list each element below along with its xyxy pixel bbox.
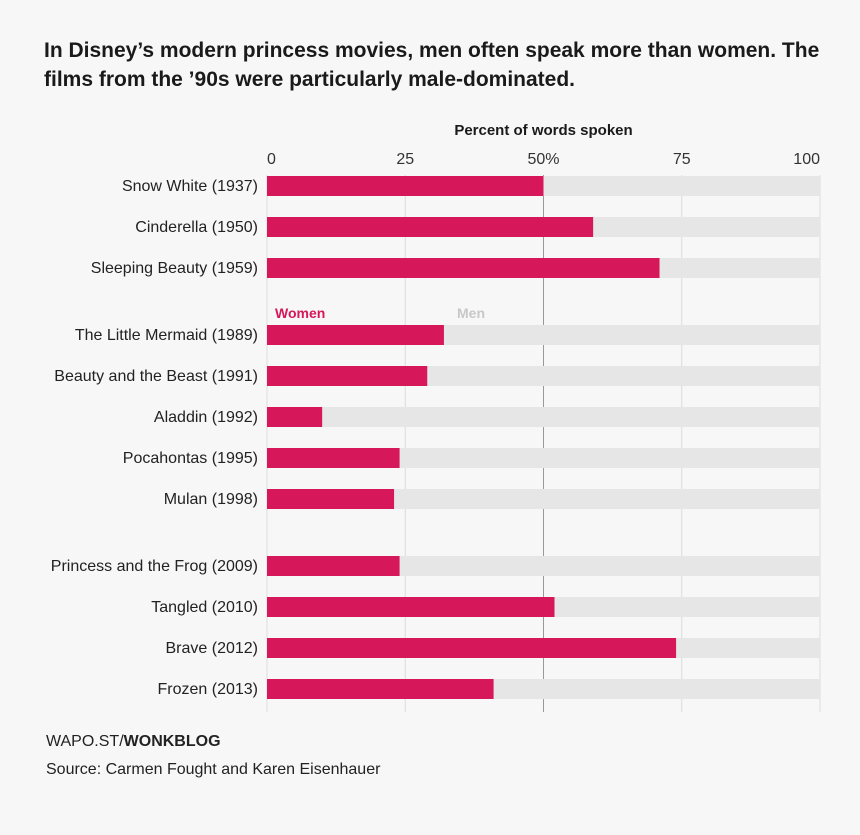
chart-title: In Disney’s modern princess movies, men … [44,39,820,91]
x-tick-label: 0 [267,151,276,168]
bar-men [659,258,820,278]
bar-women [267,489,395,509]
bar-men [493,679,820,699]
bar-women [267,597,555,617]
category-label: Beauty and the Beast (1991) [54,368,258,385]
source-note: Source: Carmen Fought and Karen Eisenhau… [46,761,381,778]
category-label: The Little Mermaid (1989) [75,327,258,344]
bar-chart: Percent of words spoken 0 25 50% 75 100 Snow W… [51,122,821,712]
bar-men [399,448,820,468]
bar-women [267,638,677,658]
x-tick-label: 75 [673,151,691,168]
category-label: Sleeping Beauty (1959) [91,260,258,277]
credit: WAPO.ST/WONKBLOG [46,733,221,751]
category-label: Aladdin (1992) [154,409,258,426]
bar-men [593,217,820,237]
legend-women: Women [275,305,325,321]
bar-men [443,325,820,345]
x-tick-label: 25 [396,151,414,168]
credit-blog: WONKBLOG [123,733,221,750]
x-tick-label: 100 [793,151,820,168]
bar-men [543,176,820,196]
x-tick-label: 50% [527,151,559,168]
credit-prefix: WAPO.ST/ [46,733,124,750]
bar-men [676,638,820,658]
bar-women [267,217,594,237]
bar-women [267,556,400,576]
category-label: Snow White (1937) [122,178,258,195]
bar-men [394,489,820,509]
bar-women [267,366,428,386]
category-label: Tangled (2010) [151,599,258,616]
category-label: Mulan (1998) [164,491,258,508]
bar-women [267,679,494,699]
bar-women [267,258,660,278]
category-label: Brave (2012) [166,640,259,657]
category-label: Cinderella (1950) [135,219,258,236]
x-axis-label: Percent of words spoken [454,122,632,139]
category-label: Frozen (2013) [158,681,259,698]
bar-women [267,325,444,345]
bar-men [554,597,820,617]
category-label: Princess and the Frog (2009) [51,558,258,575]
bar-women [267,407,323,427]
bar-women [267,448,400,468]
legend-men: Men [457,305,485,321]
bar-women [267,176,544,196]
bar-men [322,407,820,427]
bar-men [427,366,820,386]
bar-men [399,556,820,576]
category-label: Pocahontas (1995) [123,450,258,467]
